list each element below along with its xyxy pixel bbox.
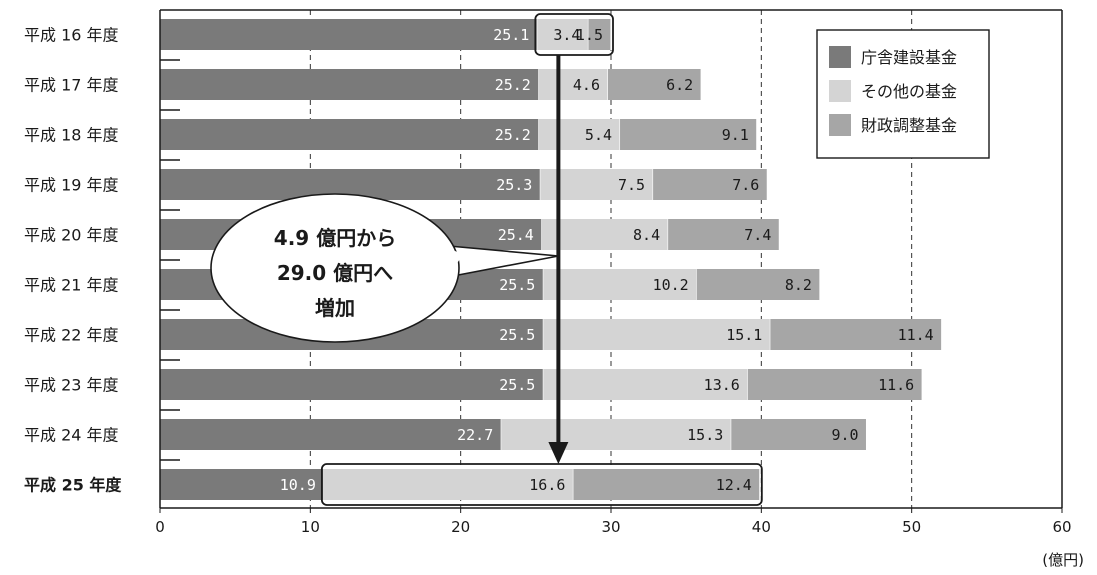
data-label: 7.4 — [744, 226, 771, 244]
data-label: 7.5 — [618, 176, 645, 194]
labels: 平成 16 年度 25.1 3.41.5 平成 17 年度 25.2 4.6 6.2 平成 1… — [24, 26, 934, 495]
category-label: 平成 18 年度 — [24, 126, 119, 145]
x-tick-label-30: 30 — [601, 518, 620, 536]
data-label: 4.6 — [573, 76, 600, 94]
data-label: 5.4 — [585, 126, 612, 144]
bar-segment — [537, 19, 589, 50]
bar-segment — [160, 419, 502, 450]
bar-segment — [541, 219, 669, 250]
data-label: 8.4 — [633, 226, 660, 244]
bar-segment — [543, 319, 771, 350]
callout-bubble — [210, 193, 460, 343]
bar-segment — [620, 119, 757, 150]
bar-segment — [607, 69, 702, 100]
legend-swatch — [829, 114, 851, 136]
data-label: 7.6 — [732, 176, 759, 194]
bar-segment — [668, 219, 780, 250]
data-label: 25.5 — [499, 276, 535, 294]
bar-segment — [538, 119, 621, 150]
x-tick-label-40: 40 — [752, 518, 771, 536]
category-label: 平成 20 年度 — [24, 226, 119, 245]
data-label: 3.4 — [553, 26, 580, 44]
bar-segment — [696, 269, 820, 300]
legend-swatch — [829, 80, 851, 102]
legend-swatch — [829, 46, 851, 68]
data-label: 15.1 — [726, 326, 762, 344]
data-label: 25.4 — [498, 226, 534, 244]
x-tick-label-10: 10 — [301, 518, 320, 536]
category-label: 平成 17 年度 — [24, 76, 119, 95]
callout-line: 4.9 億円から — [274, 226, 396, 250]
axes: 0 10 20 30 40 50 60 (億円) — [155, 9, 1084, 569]
bar-segment — [501, 419, 732, 450]
bar-segment — [538, 69, 608, 100]
data-label: 10.2 — [653, 276, 689, 294]
x-tick-label-0: 0 — [155, 518, 165, 536]
bar-segment — [747, 369, 923, 400]
callout-line: 29.0 億円へ — [277, 261, 393, 285]
callout-line: 増加 — [315, 296, 355, 320]
legend-label: 財政調整基金 — [861, 116, 957, 135]
x-tick-label-50: 50 — [902, 518, 921, 536]
highlight-box — [320, 463, 763, 506]
bar-segment — [323, 469, 574, 500]
bar-segment — [653, 169, 768, 200]
data-label: 9.0 — [831, 426, 858, 444]
bar-segment — [573, 469, 760, 500]
legend-label: 庁舎建設基金 — [861, 48, 957, 67]
data-label: 13.6 — [704, 376, 740, 394]
category-label: 平成 21 年度 — [24, 276, 119, 295]
data-label: 6.2 — [666, 76, 693, 94]
data-label: 15.3 — [687, 426, 723, 444]
data-label: 12.4 — [716, 476, 752, 494]
increase-arrow-head — [548, 442, 569, 464]
bar-segment — [160, 119, 539, 150]
data-label: 22.7 — [457, 426, 493, 444]
data-label: 8.2 — [785, 276, 812, 294]
category-label: 平成 24 年度 — [24, 426, 119, 445]
x-unit-label: (億円) — [1042, 551, 1084, 569]
bar-segment — [160, 69, 539, 100]
category-label: 平成 16 年度 — [24, 26, 119, 45]
category-label: 平成 19 年度 — [24, 176, 119, 195]
data-label: 1.5 — [576, 26, 603, 44]
data-label: 25.5 — [499, 376, 535, 394]
bar-segment — [588, 19, 611, 50]
data-label: 11.4 — [898, 326, 934, 344]
data-label: 11.6 — [878, 376, 914, 394]
data-label: 9.1 — [722, 126, 749, 144]
data-label: 25.1 — [493, 26, 529, 44]
category-label: 平成 22 年度 — [24, 326, 119, 345]
callout-pointer-mask — [447, 248, 463, 273]
bar-segment — [731, 419, 867, 450]
legend-label: その他の基金 — [861, 82, 957, 101]
data-label: 25.2 — [495, 76, 531, 94]
bar-segment — [160, 469, 324, 500]
category-label: 平成 23 年度 — [24, 376, 119, 395]
bar-segment — [543, 269, 697, 300]
bar-segment — [543, 369, 748, 400]
highlight-box — [534, 13, 614, 56]
x-tick-label-60: 60 — [1052, 518, 1071, 536]
category-label: 平成 25 年度 — [24, 476, 122, 495]
bar-segment — [160, 369, 544, 400]
data-label: 16.6 — [529, 476, 565, 494]
bar-segment — [770, 319, 942, 350]
data-label: 10.9 — [280, 476, 316, 494]
x-tick-label-20: 20 — [451, 518, 470, 536]
bar-segment — [160, 19, 538, 50]
data-label: 25.5 — [499, 326, 535, 344]
data-label: 25.2 — [495, 126, 531, 144]
data-label: 25.3 — [496, 176, 532, 194]
